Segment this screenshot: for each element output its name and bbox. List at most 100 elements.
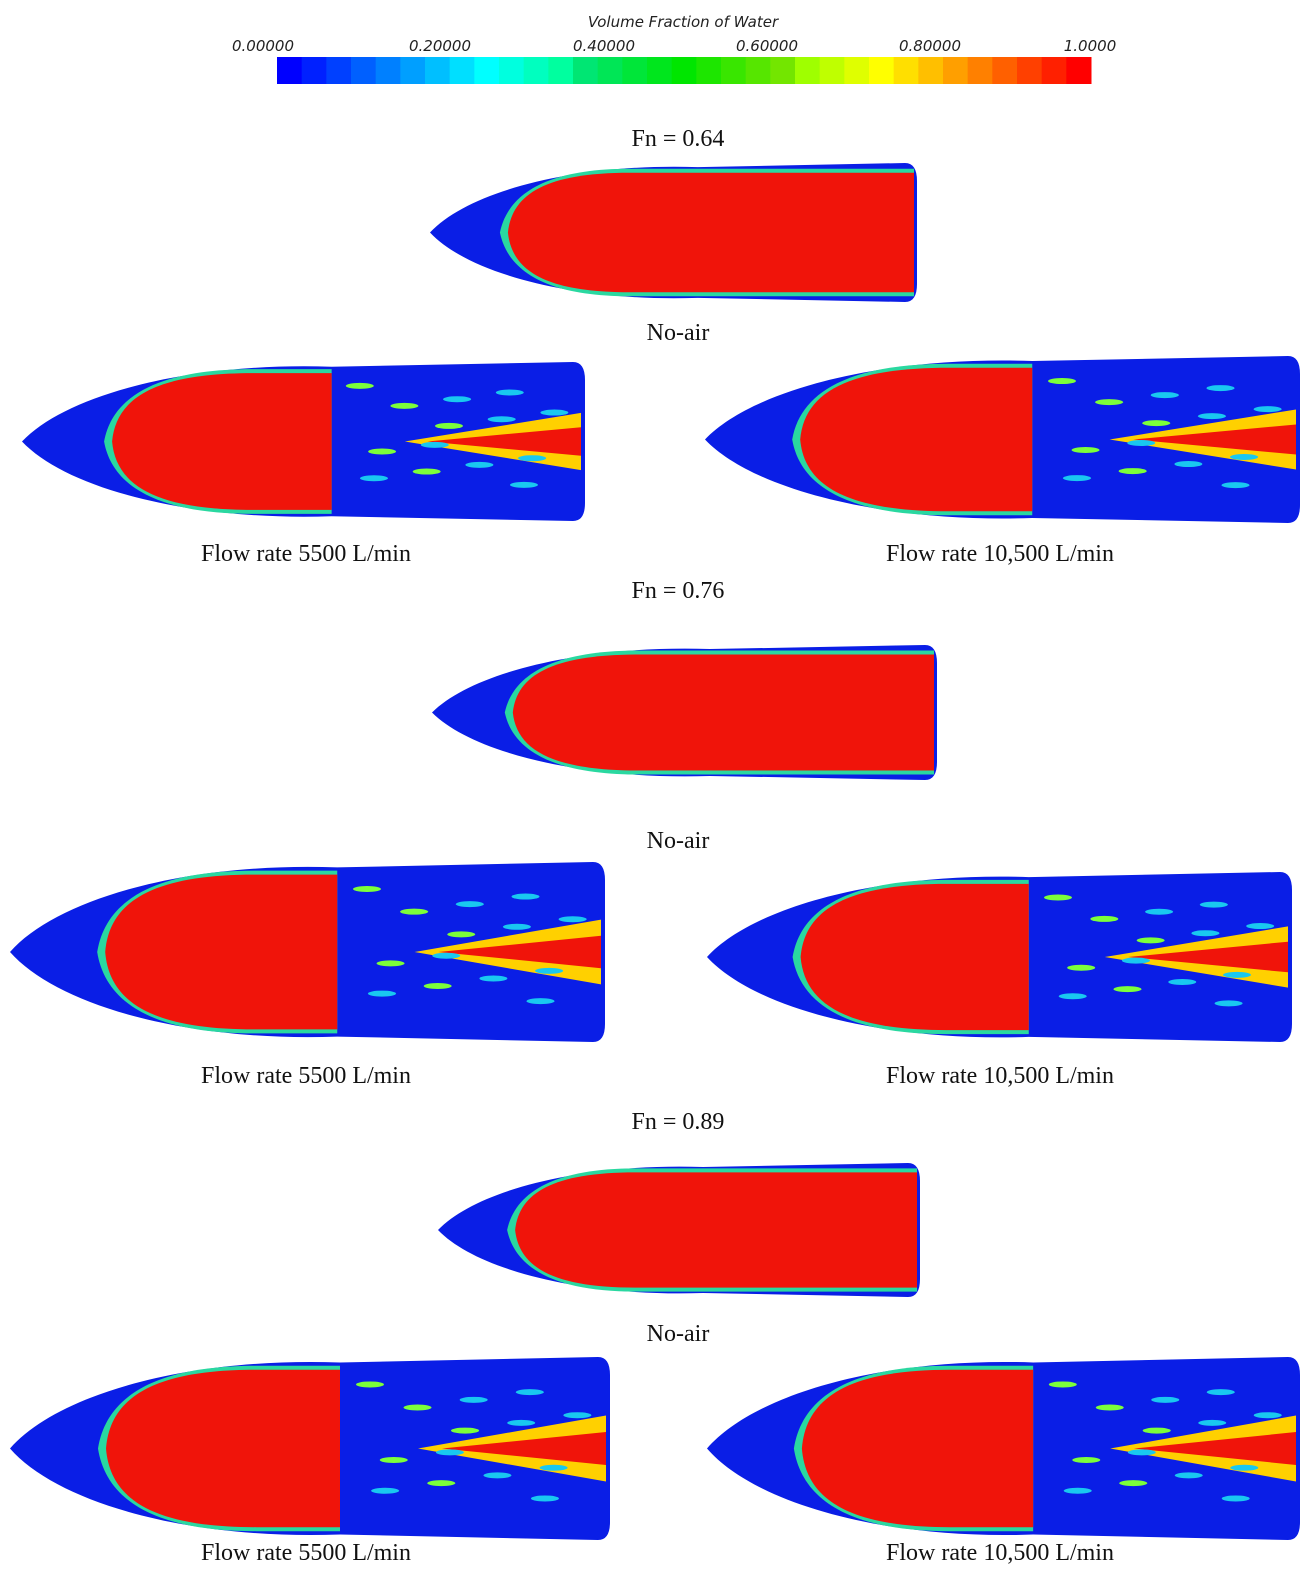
water-patch xyxy=(518,455,546,461)
water-patch xyxy=(1113,986,1141,992)
water-patch xyxy=(1119,1480,1147,1486)
colorbar-block xyxy=(499,57,524,84)
panel-caption: No-air xyxy=(647,828,710,854)
water-patch xyxy=(380,1457,408,1463)
colorbar-block xyxy=(524,57,549,84)
hull-contour xyxy=(10,1357,610,1540)
water-patch xyxy=(443,396,471,402)
water-patch xyxy=(432,953,460,959)
colorbar-block xyxy=(474,57,499,84)
colorbar-block xyxy=(376,57,401,84)
colorbar-block xyxy=(918,57,943,84)
water-patch xyxy=(1067,965,1095,971)
colorbar-block xyxy=(351,57,376,84)
colorbar-tick: 1.0000 xyxy=(1064,37,1117,55)
water-patch xyxy=(1174,461,1202,467)
water-patch xyxy=(1200,902,1228,908)
wetted-area xyxy=(802,1370,1033,1527)
hull-contour xyxy=(438,1163,920,1297)
wetted-area xyxy=(801,884,1029,1030)
hull-contour xyxy=(22,362,585,521)
colorbar xyxy=(277,57,1092,84)
water-patch xyxy=(1151,392,1179,398)
water-patch xyxy=(512,894,540,900)
hull-contour xyxy=(10,862,605,1042)
water-patch xyxy=(483,1472,511,1478)
water-patch xyxy=(1175,1472,1203,1478)
panel-caption: Flow rate 5500 L/min xyxy=(201,1540,411,1566)
colorbar-block xyxy=(622,57,647,84)
water-patch xyxy=(496,390,524,396)
wetted-area xyxy=(105,875,337,1030)
colorbar-block xyxy=(1066,57,1091,84)
water-patch xyxy=(1223,972,1251,978)
panel-caption: Flow rate 10,500 L/min xyxy=(886,1540,1114,1566)
water-patch xyxy=(1143,1428,1171,1434)
panel-caption: Flow rate 5500 L/min xyxy=(201,1063,411,1089)
water-patch xyxy=(1151,1397,1179,1403)
colorbar-block xyxy=(326,57,351,84)
water-patch xyxy=(1127,440,1155,446)
water-patch xyxy=(1191,930,1219,936)
wetted-area xyxy=(515,1172,917,1287)
colorbar-block xyxy=(696,57,721,84)
hull-contour xyxy=(432,645,937,780)
water-patch xyxy=(1059,993,1087,999)
water-patch xyxy=(346,383,374,389)
water-patch xyxy=(356,1381,384,1387)
water-patch xyxy=(368,991,396,997)
water-patch xyxy=(1142,420,1170,426)
colorbar-block xyxy=(598,57,623,84)
water-patch xyxy=(516,1389,544,1395)
colorbar-block xyxy=(820,57,845,84)
hull-contour xyxy=(707,1357,1300,1540)
water-patch xyxy=(510,482,538,488)
hull-contour xyxy=(430,163,917,302)
water-patch xyxy=(368,449,396,455)
water-patch xyxy=(400,909,428,915)
wetted-area xyxy=(106,1370,340,1527)
water-patch xyxy=(527,998,555,1004)
water-patch xyxy=(404,1405,432,1411)
water-patch xyxy=(436,1449,464,1455)
water-patch xyxy=(1137,937,1165,943)
colorbar-block xyxy=(1017,57,1042,84)
water-patch xyxy=(451,1428,479,1434)
water-patch xyxy=(1254,406,1282,412)
water-patch xyxy=(353,886,381,892)
water-patch xyxy=(424,983,452,989)
water-patch xyxy=(540,1465,568,1471)
colorbar-tick: 0.80000 xyxy=(899,37,961,55)
water-patch xyxy=(1090,916,1118,922)
water-patch xyxy=(421,442,449,448)
water-patch xyxy=(1222,482,1250,488)
colorbar-block xyxy=(869,57,894,84)
colorbar-block xyxy=(844,57,869,84)
colorbar-block xyxy=(721,57,746,84)
colorbar-block xyxy=(277,57,302,84)
water-patch xyxy=(1198,413,1226,419)
colorbar-block xyxy=(573,57,598,84)
water-patch xyxy=(435,423,463,429)
colorbar-block xyxy=(302,57,327,84)
wetted-area xyxy=(508,173,914,293)
water-patch xyxy=(1230,454,1258,460)
water-patch xyxy=(559,916,587,922)
wetted-area xyxy=(112,373,332,510)
colorbar-block xyxy=(894,57,919,84)
water-patch xyxy=(1215,1000,1243,1006)
colorbar-tick: 0.40000 xyxy=(573,37,635,55)
colorbar-block xyxy=(1042,57,1067,84)
wetted-area xyxy=(513,654,934,770)
water-patch xyxy=(1064,1488,1092,1494)
hull-contour xyxy=(705,356,1300,523)
colorbar-block xyxy=(770,57,795,84)
water-patch xyxy=(377,960,405,966)
water-patch xyxy=(413,469,441,475)
water-patch xyxy=(427,1480,455,1486)
panel-caption: Flow rate 10,500 L/min xyxy=(886,1063,1114,1089)
colorbar-block xyxy=(400,57,425,84)
water-patch xyxy=(1048,378,1076,384)
water-patch xyxy=(1254,1412,1282,1418)
colorbar-block xyxy=(450,57,475,84)
